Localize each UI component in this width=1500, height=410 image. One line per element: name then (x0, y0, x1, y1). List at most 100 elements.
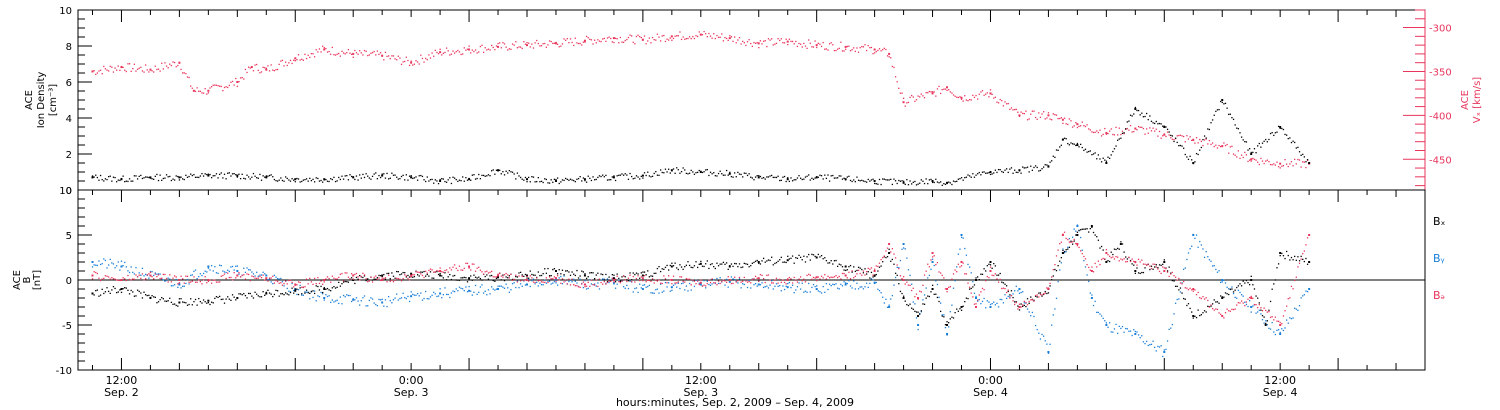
vx-point (786, 40, 789, 43)
vx-sample (1210, 143, 1212, 146)
bx-sample (856, 269, 858, 272)
vx-sample (666, 38, 668, 40)
bx-sample (1191, 311, 1193, 313)
by-sample (270, 281, 272, 283)
bz-sample (1178, 277, 1180, 280)
density-sample (478, 173, 480, 176)
bz-sample (505, 272, 507, 275)
density-sample (539, 181, 541, 183)
by-sample (246, 267, 248, 269)
by-sample (362, 297, 364, 299)
bz-sample (317, 276, 319, 279)
density-sample (529, 181, 531, 183)
density-sample (1015, 171, 1017, 173)
density-sample (1252, 151, 1254, 154)
bz-sample (956, 271, 958, 273)
by-series (91, 224, 1311, 358)
bz-sample (561, 278, 564, 280)
bz-sample (1022, 304, 1024, 306)
bx-sample (1297, 256, 1299, 258)
by-sample (1110, 331, 1112, 333)
density-sample (1092, 153, 1095, 155)
bx-sample (690, 266, 692, 268)
density-sample (302, 179, 305, 181)
bx-point (497, 276, 500, 279)
density-sample (450, 182, 453, 185)
density-sample (413, 177, 416, 179)
vx-sample (294, 60, 296, 62)
by-sample (1178, 298, 1180, 300)
bz-sample (468, 267, 470, 269)
by-sample (210, 265, 213, 267)
vx-point (844, 45, 847, 48)
vx-sample (254, 64, 256, 66)
density-sample (397, 178, 399, 180)
density-sample (135, 175, 137, 177)
by-sample (1195, 234, 1198, 236)
bx-sample (1303, 260, 1306, 263)
density-sample (109, 175, 111, 177)
bx-sample (1236, 286, 1238, 289)
by-sample (288, 290, 290, 292)
by-sample (259, 274, 261, 276)
density-sample (1031, 169, 1034, 171)
by-sample (576, 282, 578, 284)
vx-sample (809, 42, 811, 44)
bx-sample (285, 292, 287, 294)
bx-sample (545, 272, 548, 274)
vx-sample (595, 42, 597, 44)
bx-point (757, 261, 760, 263)
vx-sample (429, 57, 432, 59)
density-sample (1129, 114, 1132, 116)
by-sample (352, 298, 354, 300)
density-sample (315, 177, 317, 179)
density-sample (803, 178, 805, 180)
vx-sample (1202, 144, 1204, 147)
vx-sample (788, 38, 791, 40)
bz-sample (1248, 296, 1251, 299)
bx-sample (1220, 295, 1222, 297)
by-sample (318, 295, 321, 298)
bz-point (1105, 252, 1108, 254)
bz-sample (437, 270, 440, 272)
density-sample (1142, 116, 1145, 118)
density-sample (1062, 138, 1064, 140)
bx-sample (515, 275, 517, 278)
bx-sample (312, 290, 314, 292)
by-sample (1194, 237, 1196, 240)
by-sample (819, 291, 821, 293)
density-sample (914, 180, 916, 183)
bx-sample (991, 267, 993, 269)
bz-sample (1213, 309, 1215, 311)
bx-sample (1039, 292, 1042, 294)
vx-sample (1179, 134, 1182, 136)
vx-sample (1007, 102, 1009, 105)
by-sample (434, 293, 436, 295)
bz-point (670, 279, 673, 281)
vx-sample (231, 80, 234, 83)
density-sample (1213, 114, 1215, 116)
by-sample (890, 298, 892, 300)
vx-sample (215, 84, 218, 86)
density-sample (1125, 128, 1127, 130)
bz-sample (651, 278, 654, 280)
by-sample (703, 279, 705, 282)
bz-sample (1038, 296, 1040, 298)
vx-sample (1289, 163, 1291, 165)
by-sample (1244, 301, 1246, 303)
density-sample (379, 176, 382, 179)
vx-point (960, 96, 963, 99)
by-sample (326, 295, 329, 298)
vx-sample (931, 91, 934, 93)
vx-sample (550, 40, 552, 43)
vx-sample (404, 60, 406, 63)
density-sample (1253, 148, 1256, 150)
bz-sample (144, 278, 147, 280)
density-sample (1173, 140, 1175, 143)
vx-sample (1100, 135, 1103, 137)
by-sample (780, 290, 782, 292)
by-sample (268, 278, 271, 280)
density-sample (1152, 122, 1154, 124)
bx-sample (281, 293, 284, 295)
